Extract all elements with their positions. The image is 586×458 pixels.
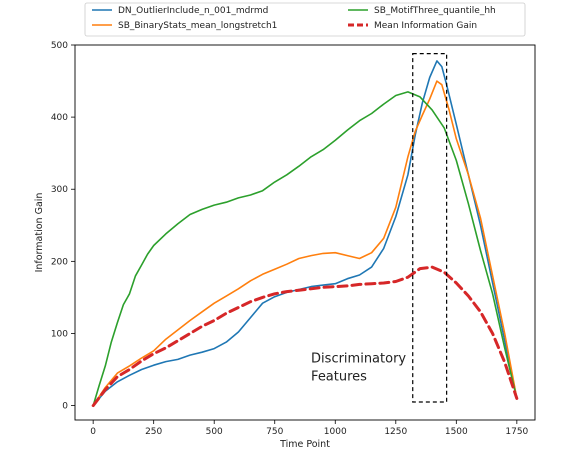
legend-entry: Mean Information Gain bbox=[374, 21, 477, 31]
plot-frame bbox=[74, 44, 536, 421]
legend-entry: DN_OutlierInclude_n_001_mdrmd bbox=[118, 6, 268, 16]
y-tick-label: 300 bbox=[51, 185, 68, 195]
y-tick-label: 500 bbox=[51, 41, 68, 51]
x-tick-label: 0 bbox=[90, 427, 96, 437]
y-axis-label: Information Gain bbox=[34, 193, 45, 273]
y-tick-label: 400 bbox=[51, 113, 68, 123]
annotation-text-line: Discriminatory bbox=[311, 351, 406, 366]
y-tick-label: 100 bbox=[51, 329, 68, 339]
x-tick-label: 1250 bbox=[384, 427, 407, 437]
series-layer bbox=[91, 60, 519, 408]
x-tick-label: 1750 bbox=[505, 427, 528, 437]
x-tick-label: 1000 bbox=[324, 427, 347, 437]
x-axis-label: Time Point bbox=[279, 439, 330, 450]
x-tick-label: 250 bbox=[145, 427, 162, 437]
axes-layer: 0 250 500 750 1000 1250 1500 1750 0 100 200 300 400 5… bbox=[51, 41, 529, 437]
x-tick-label: 750 bbox=[266, 427, 283, 437]
legend-entry: SB_BinaryStats_mean_longstretch1 bbox=[118, 21, 277, 31]
series-line-1 bbox=[92, 60, 518, 407]
annotation-text-line: Features bbox=[311, 369, 367, 384]
x-tick-label: 1500 bbox=[445, 427, 468, 437]
discriminatory-features-box bbox=[412, 53, 448, 403]
legend-frame bbox=[84, 2, 526, 37]
legend: DN_OutlierInclude_n_001_mdrmd SB_BinarySt… bbox=[84, 2, 526, 37]
y-tick-label: 0 bbox=[62, 402, 68, 412]
x-tick-label: 500 bbox=[206, 427, 223, 437]
annotation-layer: Discriminatory Features bbox=[311, 53, 448, 403]
y-tick-label: 200 bbox=[51, 257, 68, 267]
series-line-2 bbox=[92, 80, 518, 407]
legend-entry: SB_MotifThree_quantile_hh bbox=[374, 6, 496, 16]
series-line-3 bbox=[92, 91, 518, 407]
